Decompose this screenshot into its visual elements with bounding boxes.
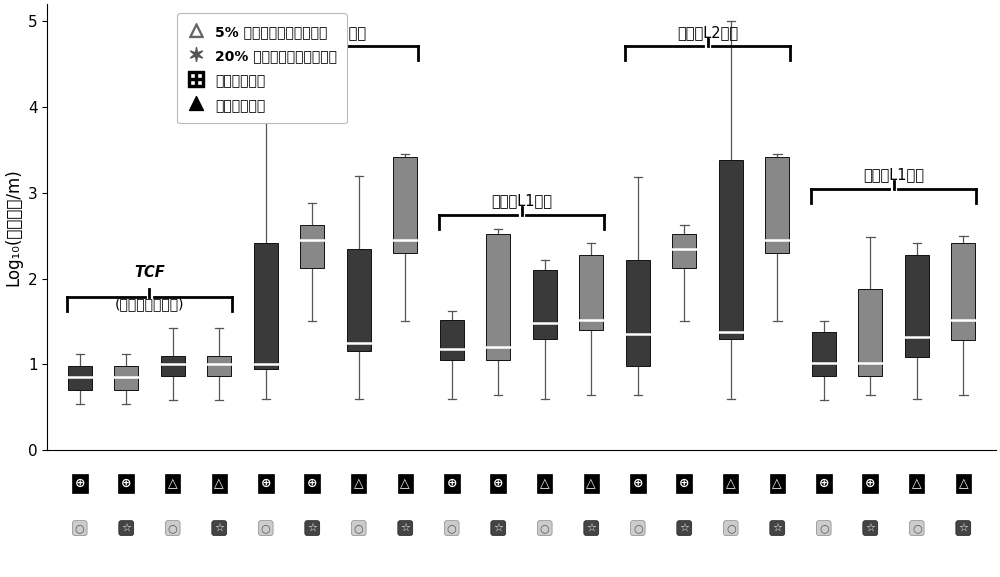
Text: 单差法L1范数: 单差法L1范数	[491, 193, 552, 208]
Bar	[579, 254, 603, 330]
Text: ⊕: ⊕	[679, 477, 690, 490]
Bar	[626, 260, 650, 366]
Text: ○: ○	[75, 523, 85, 533]
Bar	[533, 270, 557, 339]
Bar	[300, 226, 324, 268]
Bar	[68, 366, 92, 390]
Legend: 5% 到时拾取含严重的误差, 20% 到时拾取含严重的误差, 阵列内信号源, 阵列外信号源: 5% 到时拾取含严重的误差, 20% 到时拾取含严重的误差, 阵列内信号源, 阵…	[177, 13, 347, 123]
Bar	[951, 242, 975, 340]
Text: △: △	[168, 477, 178, 490]
Text: ○: ○	[540, 523, 550, 533]
Text: ☆: ☆	[400, 523, 410, 533]
Text: ○: ○	[354, 523, 364, 533]
Text: △: △	[586, 477, 596, 490]
Text: ⊕: ⊕	[261, 477, 271, 490]
Text: 单差法L2范数: 单差法L2范数	[305, 25, 366, 40]
Text: △: △	[540, 477, 550, 490]
Y-axis label: Log₁₀(定位误差/m): Log₁₀(定位误差/m)	[4, 168, 22, 286]
Text: ☆: ☆	[679, 523, 689, 533]
Text: ☆: ☆	[214, 523, 224, 533]
Text: ○: ○	[447, 523, 457, 533]
Bar	[254, 242, 278, 369]
Text: ⊕: ⊕	[74, 477, 85, 490]
Bar	[114, 366, 138, 390]
Text: ☆: ☆	[493, 523, 503, 533]
Text: ⊕: ⊕	[307, 477, 318, 490]
Text: △: △	[400, 477, 410, 490]
Text: ○: ○	[726, 523, 736, 533]
Bar	[161, 356, 185, 376]
Text: ☆: ☆	[307, 523, 317, 533]
Text: ⊕: ⊕	[447, 477, 457, 490]
Text: ☆: ☆	[586, 523, 596, 533]
Bar	[207, 356, 231, 376]
Text: ○: ○	[261, 523, 271, 533]
Text: (本发明目标函数): (本发明目标函数)	[115, 297, 184, 311]
Text: ⊕: ⊕	[865, 477, 876, 490]
Text: △: △	[912, 477, 922, 490]
Text: ○: ○	[819, 523, 829, 533]
Text: △: △	[354, 477, 364, 490]
Text: ☆: ☆	[121, 523, 131, 533]
Text: ☆: ☆	[865, 523, 875, 533]
Bar	[858, 289, 882, 376]
Text: ⊕: ⊕	[633, 477, 643, 490]
Bar	[812, 332, 836, 376]
Bar	[719, 160, 743, 339]
Bar	[905, 254, 929, 357]
Text: TCF: TCF	[134, 265, 165, 280]
Text: ⊕: ⊕	[493, 477, 504, 490]
Text: ☆: ☆	[772, 523, 782, 533]
Text: ○: ○	[633, 523, 643, 533]
Text: △: △	[214, 477, 224, 490]
Text: △: △	[726, 477, 736, 490]
Text: ⊕: ⊕	[819, 477, 829, 490]
Bar	[440, 320, 464, 360]
Text: ○: ○	[912, 523, 922, 533]
Bar	[393, 157, 417, 253]
Bar	[486, 234, 510, 360]
Text: ○: ○	[168, 523, 178, 533]
Text: ☆: ☆	[958, 523, 968, 533]
Text: 双差法L2范数: 双差法L2范数	[677, 25, 738, 40]
Bar	[765, 157, 789, 253]
Text: ⊕: ⊕	[121, 477, 131, 490]
Text: 双差法L1范数: 双差法L1范数	[863, 167, 924, 182]
Bar	[347, 249, 371, 351]
Bar	[672, 234, 696, 268]
Text: △: △	[958, 477, 968, 490]
Text: △: △	[772, 477, 782, 490]
